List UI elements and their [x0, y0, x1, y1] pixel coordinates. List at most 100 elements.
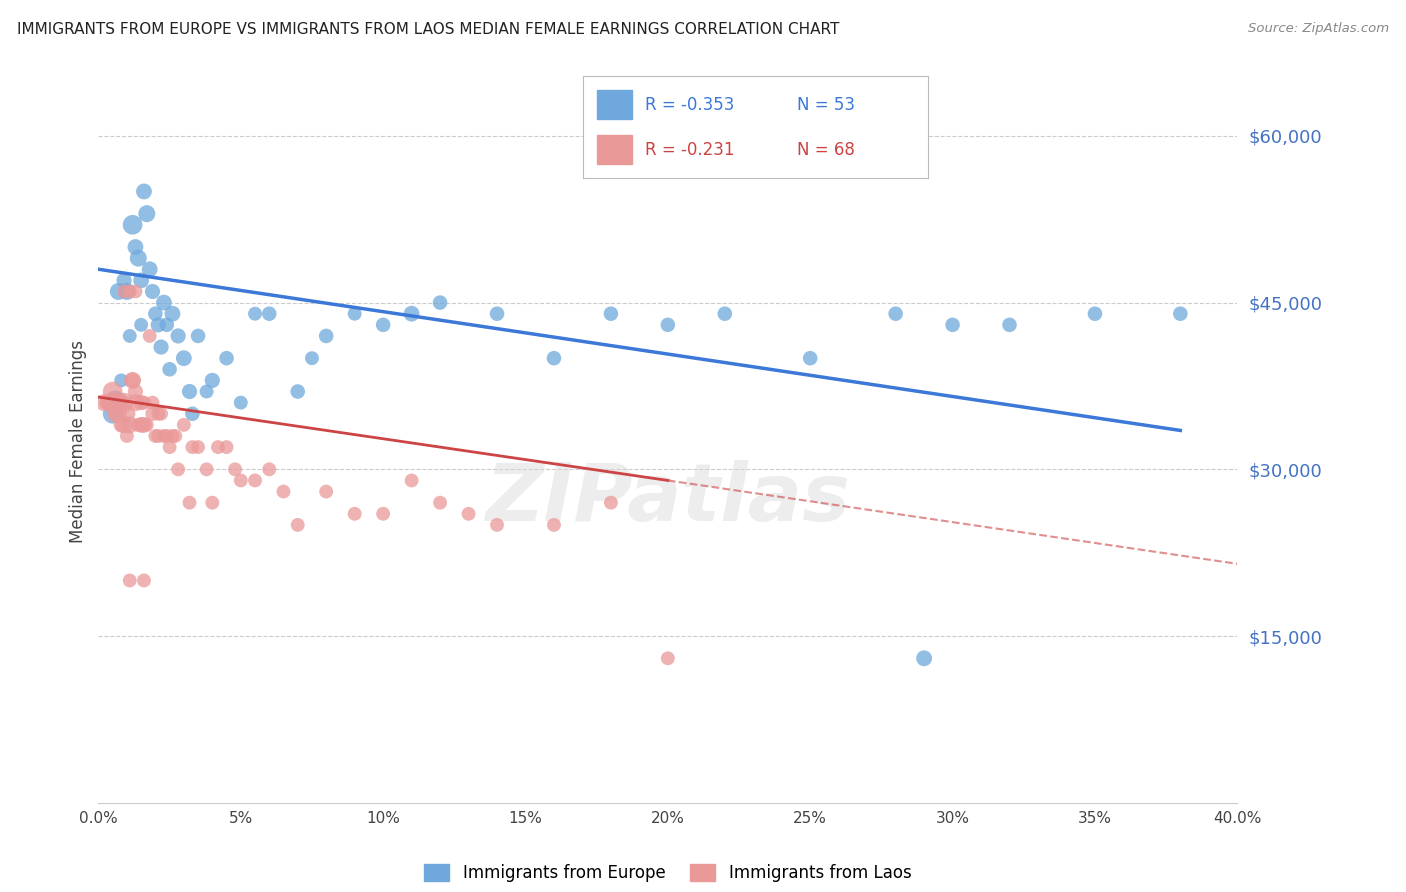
Point: [195, 384, 218, 399]
Point: [141, 407, 163, 421]
Point: [207, 440, 229, 454]
Y-axis label: Median Female Earnings: Median Female Earnings: [69, 340, 87, 543]
Point: [132, 417, 155, 432]
Point: [135, 417, 157, 432]
Point: [148, 407, 170, 421]
Point: [884, 307, 907, 321]
Point: [343, 307, 366, 321]
Text: R = -0.353: R = -0.353: [645, 95, 735, 113]
Point: [118, 285, 141, 299]
Text: ZIPatlas: ZIPatlas: [485, 460, 851, 539]
Point: [110, 395, 132, 409]
Point: [181, 407, 204, 421]
Point: [101, 395, 124, 409]
Point: [159, 440, 181, 454]
Point: [98, 395, 121, 409]
Point: [243, 474, 266, 488]
Point: [101, 384, 124, 399]
Point: [132, 574, 155, 588]
Point: [600, 307, 623, 321]
Point: [195, 462, 218, 476]
Point: [107, 407, 129, 421]
Bar: [598, 136, 631, 164]
Point: [224, 462, 246, 476]
Point: [373, 507, 395, 521]
Point: [148, 429, 170, 443]
Point: [912, 651, 935, 665]
Point: [138, 262, 160, 277]
Point: [187, 329, 209, 343]
Point: [110, 373, 132, 387]
Point: [315, 484, 337, 499]
Point: [401, 307, 423, 321]
Point: [150, 407, 173, 421]
Point: [129, 417, 152, 432]
Point: [115, 407, 138, 421]
Point: [156, 318, 179, 332]
Point: [167, 462, 190, 476]
Point: [343, 507, 366, 521]
Point: [165, 429, 187, 443]
Point: [107, 285, 129, 299]
Point: [657, 651, 679, 665]
Point: [159, 362, 181, 376]
Point: [124, 395, 146, 409]
Point: [1170, 307, 1192, 321]
Point: [259, 462, 281, 476]
Point: [129, 318, 152, 332]
Point: [429, 496, 451, 510]
Point: [104, 407, 127, 421]
Point: [124, 285, 146, 299]
Point: [127, 417, 149, 432]
Point: [181, 440, 204, 454]
Point: [429, 295, 451, 310]
Point: [135, 207, 157, 221]
Text: Source: ZipAtlas.com: Source: ZipAtlas.com: [1249, 22, 1389, 36]
Point: [998, 318, 1021, 332]
Point: [124, 240, 146, 254]
Bar: [598, 90, 631, 119]
Point: [173, 417, 195, 432]
Point: [115, 429, 138, 443]
Point: [457, 507, 479, 521]
Point: [115, 285, 138, 299]
Point: [543, 517, 565, 532]
Point: [107, 395, 129, 409]
Point: [112, 273, 135, 287]
Point: [112, 417, 135, 432]
Point: [141, 395, 163, 409]
Point: [93, 395, 115, 409]
Point: [600, 496, 623, 510]
Point: [121, 373, 143, 387]
Point: [287, 384, 309, 399]
Point: [156, 429, 179, 443]
Point: [243, 307, 266, 321]
Legend: Immigrants from Europe, Immigrants from Laos: Immigrants from Europe, Immigrants from …: [418, 857, 918, 888]
Point: [101, 407, 124, 421]
Point: [129, 273, 152, 287]
Point: [104, 395, 127, 409]
Point: [1084, 307, 1107, 321]
Point: [315, 329, 337, 343]
Point: [942, 318, 965, 332]
Point: [486, 517, 509, 532]
Point: [543, 351, 565, 366]
Point: [141, 285, 163, 299]
Point: [150, 340, 173, 354]
Point: [173, 351, 195, 366]
Point: [373, 318, 395, 332]
Point: [215, 351, 238, 366]
Point: [112, 395, 135, 409]
Point: [127, 251, 149, 265]
Point: [145, 429, 167, 443]
Text: N = 53: N = 53: [797, 95, 855, 113]
Point: [201, 373, 224, 387]
Text: N = 68: N = 68: [797, 141, 855, 159]
Text: R = -0.231: R = -0.231: [645, 141, 735, 159]
Point: [162, 429, 184, 443]
Point: [104, 395, 127, 409]
Point: [401, 474, 423, 488]
Point: [287, 517, 309, 532]
Point: [486, 307, 509, 321]
Point: [148, 318, 170, 332]
